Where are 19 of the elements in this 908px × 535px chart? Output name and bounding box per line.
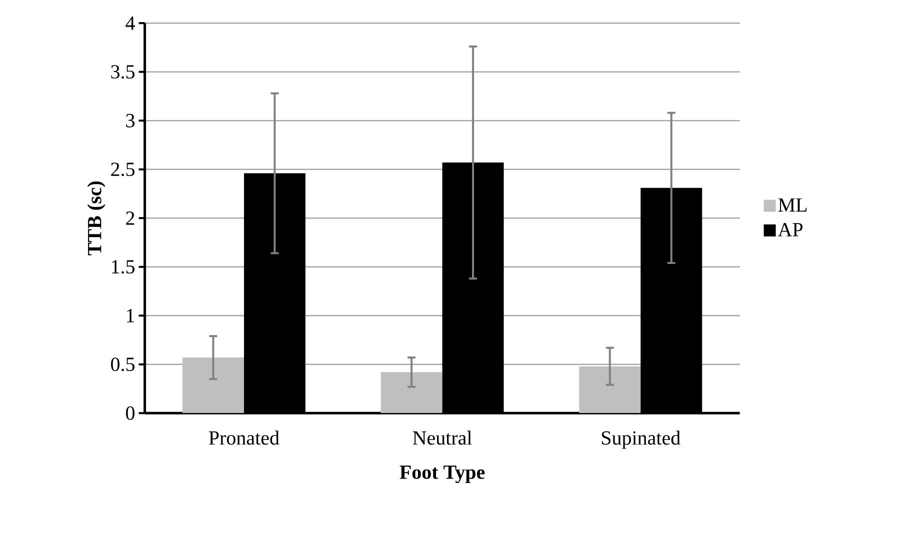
- x-tick-label: Pronated: [208, 430, 280, 445]
- x-tick-label: Supinated: [602, 430, 680, 449]
- y-axis-title: TTB (sc): [87, 181, 106, 256]
- y-tick-label: 2: [126, 212, 134, 225]
- y-tick-label: 2.5: [111, 162, 134, 176]
- bar: [380, 372, 442, 414]
- x-tick-label: Neutral: [412, 430, 472, 445]
- legend-label: AP: [778, 223, 803, 236]
- bar: [182, 358, 244, 414]
- y-tick-label: 3.5: [111, 65, 134, 79]
- y-tick-label: 1.5: [112, 260, 134, 274]
- bar: [579, 366, 641, 414]
- y-tick-label: 0.5: [111, 358, 134, 372]
- y-tick-label: 0: [126, 406, 134, 420]
- x-axis-title: Foot Type: [400, 466, 485, 484]
- y-tick-label: 4: [126, 16, 135, 30]
- y-tick-label: 3: [126, 114, 134, 128]
- y-tick-label: 1: [127, 309, 134, 322]
- legend-label: ML: [778, 198, 807, 212]
